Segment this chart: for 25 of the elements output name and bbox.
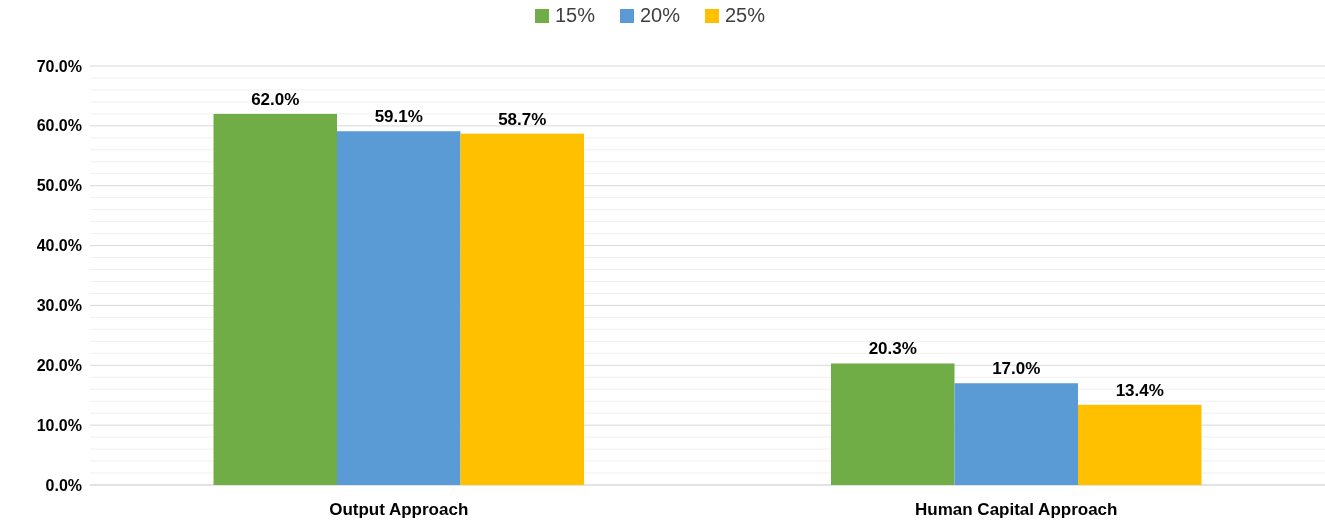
y-tick-label: 60.0%: [36, 117, 82, 135]
legend-label: 25%: [725, 4, 766, 26]
data-label: 59.1%: [374, 107, 423, 127]
bar: [954, 383, 1078, 485]
y-tick-label: 30.0%: [36, 297, 82, 315]
bar: [213, 113, 337, 485]
data-label: 62.0%: [251, 89, 300, 109]
y-tick-label: 20.0%: [36, 356, 82, 374]
bar: [460, 133, 584, 485]
data-label: 17.0%: [992, 359, 1041, 379]
bar: [831, 363, 955, 485]
y-tick-label: 70.0%: [36, 57, 82, 75]
x-tick-label: Human Capital Approach: [915, 500, 1118, 519]
data-label: 58.7%: [498, 109, 547, 129]
bar: [1078, 404, 1202, 485]
bar: [337, 131, 461, 485]
x-tick-label: Output Approach: [329, 500, 469, 519]
y-tick-label: 40.0%: [36, 237, 82, 255]
y-tick-label: 50.0%: [36, 177, 82, 195]
data-label: 13.4%: [1115, 380, 1164, 400]
data-label: 20.3%: [868, 339, 917, 359]
legend-label: 15%: [555, 4, 596, 26]
y-tick-label: 0.0%: [45, 476, 82, 494]
y-tick-label: 10.0%: [36, 416, 82, 434]
legend-label: 20%: [640, 4, 681, 26]
